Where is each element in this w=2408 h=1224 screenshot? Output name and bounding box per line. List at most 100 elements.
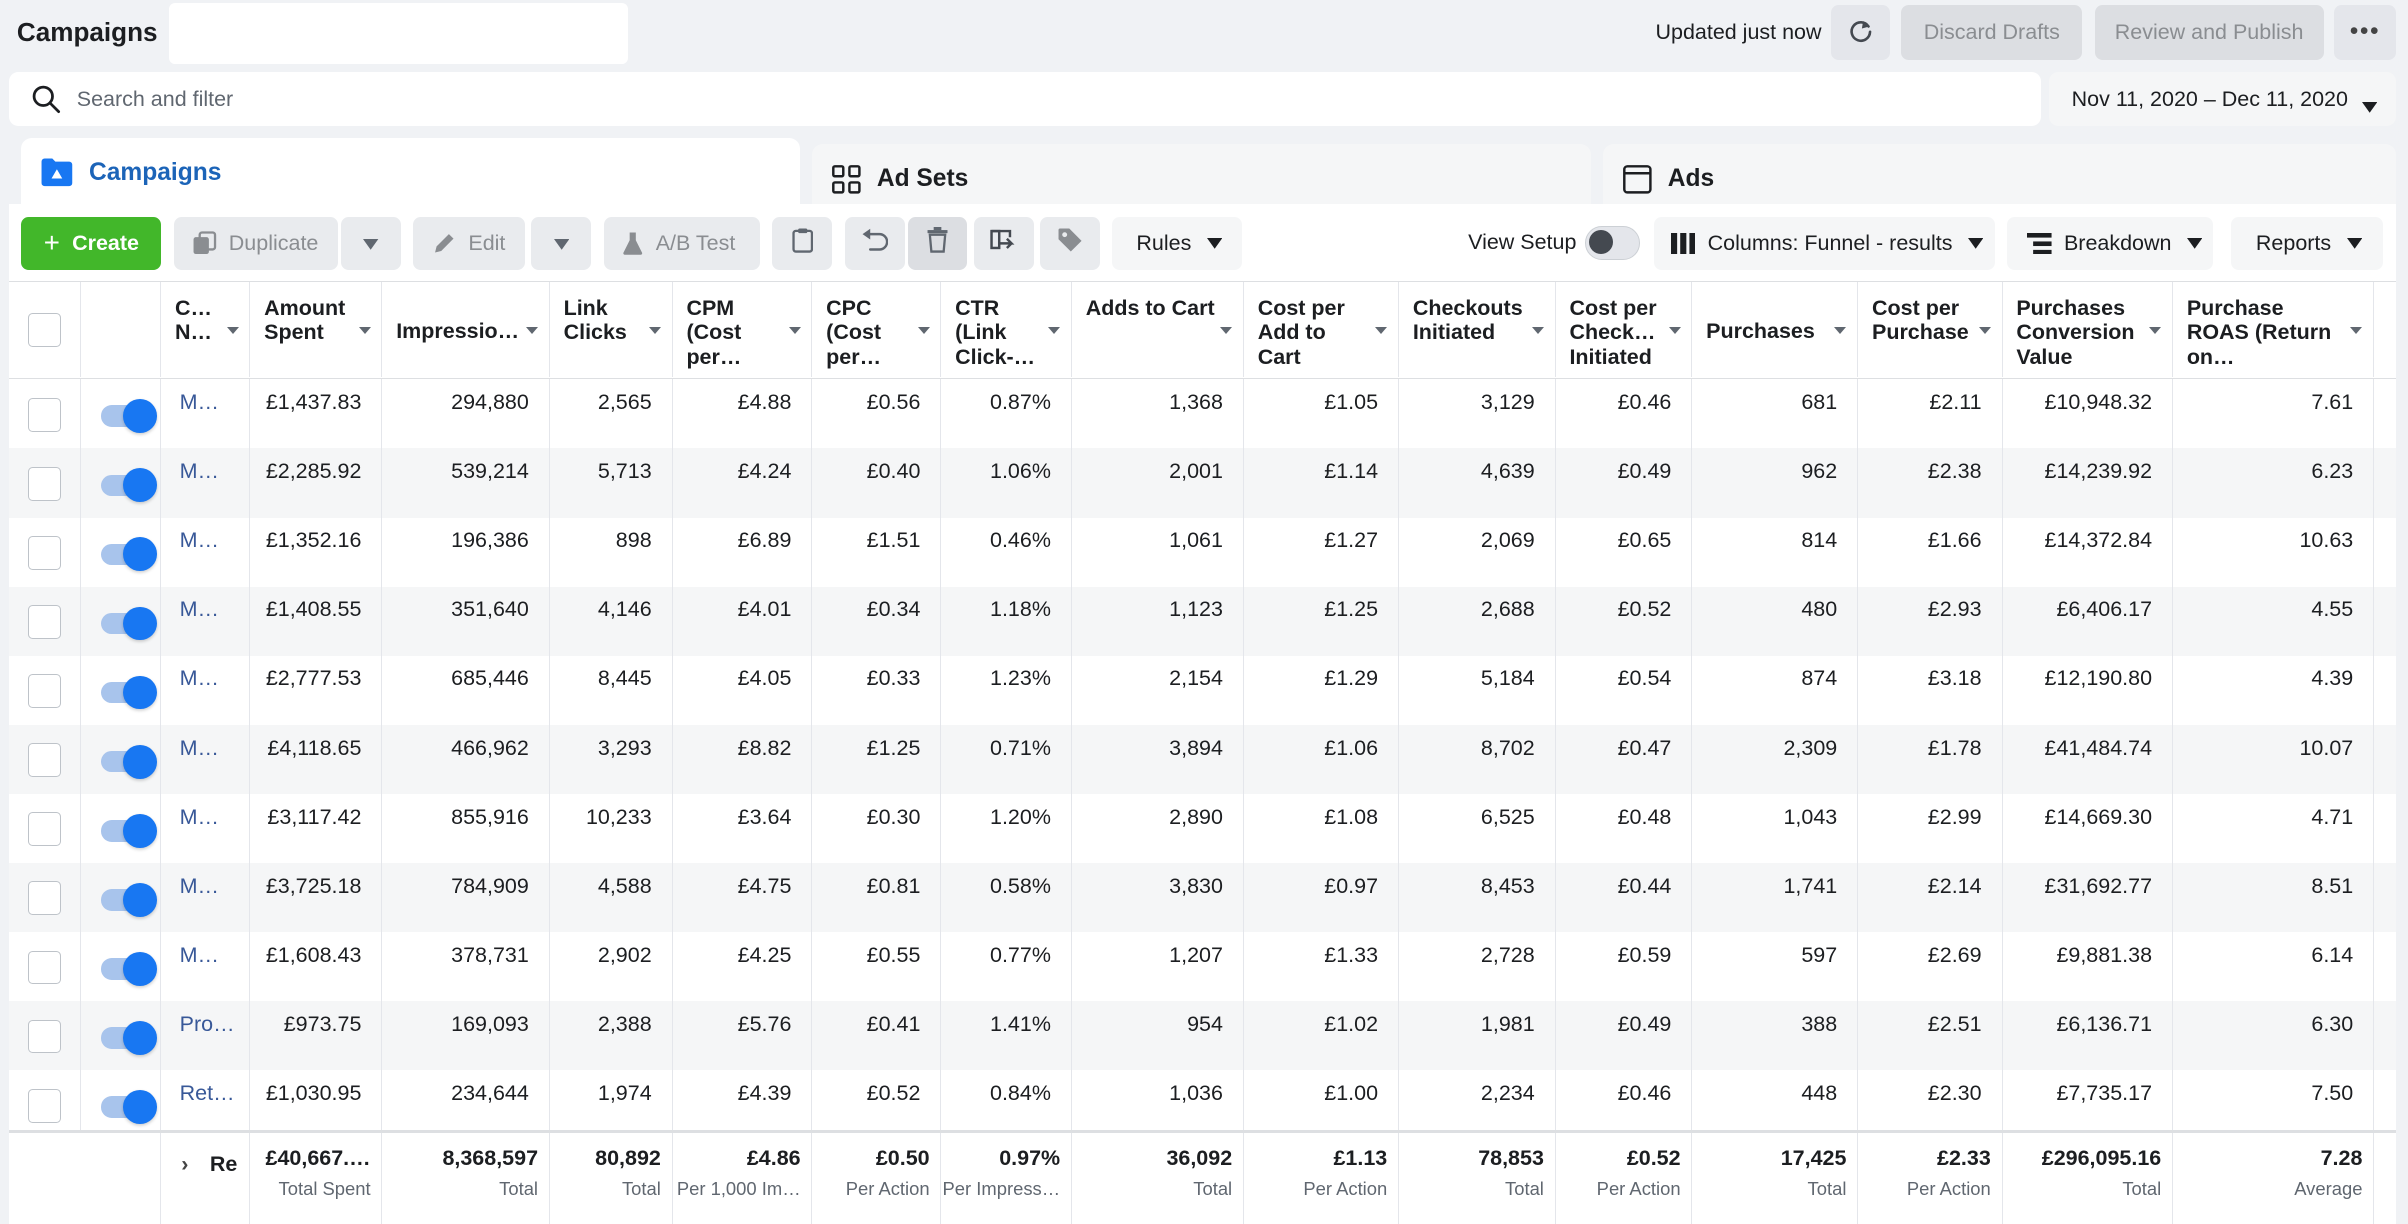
create-button[interactable]: + Create xyxy=(21,216,162,271)
edit-button[interactable]: Edit xyxy=(413,216,526,271)
title-edit-field[interactable] xyxy=(168,3,629,65)
purchases-value: 962 xyxy=(1692,448,1859,518)
campaign-status-toggle[interactable] xyxy=(101,1090,157,1125)
discard-drafts-button[interactable]: Discard Drafts xyxy=(1901,4,2083,60)
toggle-knob xyxy=(122,675,157,710)
sort-caret-icon[interactable] xyxy=(2350,326,2363,334)
columns-dropdown[interactable]: Columns: Funnel - results xyxy=(1653,216,1995,271)
column-header-label: Impressio… xyxy=(396,318,520,343)
column-header-link-clicks-column[interactable]: Link Clicks xyxy=(550,282,673,378)
column-header-cpm-column[interactable]: CPM (Cost per… xyxy=(673,282,813,378)
campaign-name-link[interactable]: M… xyxy=(161,655,251,725)
rules-dropdown[interactable]: Rules xyxy=(1111,216,1243,271)
row-checkbox[interactable] xyxy=(27,812,62,847)
campaign-name-link[interactable]: M… xyxy=(161,724,251,794)
column-header-adds-to-cart-column[interactable]: Adds to Cart xyxy=(1072,282,1244,378)
delete-button[interactable] xyxy=(907,216,968,271)
campaign-status-toggle[interactable] xyxy=(101,744,157,779)
checkouts-initiated-value: 5,184 xyxy=(1399,655,1556,725)
review-publish-button[interactable]: Review and Publish xyxy=(2094,4,2324,60)
sort-caret-icon[interactable] xyxy=(1668,326,1681,334)
campaign-status-toggle[interactable] xyxy=(101,537,157,572)
edit-dropdown-button[interactable] xyxy=(531,216,592,271)
tag-button[interactable] xyxy=(1039,216,1100,271)
ab-test-button[interactable]: A/B Test xyxy=(603,216,761,271)
link-clicks-value: 2,388 xyxy=(550,1001,673,1071)
column-header-purchase-roas-column[interactable]: Purchase ROAS (Return on… xyxy=(2173,282,2375,378)
duplicate-button[interactable]: Duplicate xyxy=(173,216,338,271)
column-header-cost-per-purchase-column[interactable]: Cost per Purchase xyxy=(1858,282,2003,378)
row-checkbox[interactable] xyxy=(27,397,62,432)
column-header-cost-per-checkout-column[interactable]: Cost per Check… Initiated xyxy=(1556,282,1693,378)
row-checkbox[interactable] xyxy=(27,605,62,639)
duplicate-dropdown-button[interactable] xyxy=(340,216,401,271)
campaign-name-link[interactable]: M… xyxy=(161,932,251,1002)
column-header-cost-per-add-to-cart-column[interactable]: Cost per Add to Cart xyxy=(1244,282,1399,378)
sort-caret-icon[interactable] xyxy=(226,326,239,334)
row-checkbox[interactable] xyxy=(27,1088,62,1123)
sort-caret-icon[interactable] xyxy=(788,326,801,334)
sort-caret-icon[interactable] xyxy=(526,326,539,334)
campaign-name-link[interactable]: Pro… xyxy=(161,1001,251,1071)
row-checkbox[interactable] xyxy=(27,535,62,570)
tab-campaigns[interactable]: Campaigns xyxy=(21,138,801,208)
campaign-status-toggle[interactable] xyxy=(101,952,157,986)
sort-caret-icon[interactable] xyxy=(2149,326,2162,334)
row-checkbox[interactable] xyxy=(27,1019,62,1054)
campaign-status-toggle[interactable] xyxy=(101,468,157,503)
campaign-status-toggle[interactable] xyxy=(101,813,157,848)
campaign-name-link[interactable]: M… xyxy=(161,793,251,864)
column-header-checkouts-initiated-column[interactable]: Checkouts Initiated xyxy=(1399,282,1556,378)
campaign-name-link[interactable]: M… xyxy=(161,517,251,587)
sort-caret-icon[interactable] xyxy=(917,326,930,334)
column-header-cpc-column[interactable]: CPC (Cost per… xyxy=(812,282,942,378)
date-range-picker[interactable]: Nov 11, 2020 – Dec 11, 2020 xyxy=(2048,72,2396,126)
column-header-purchases-conversion-value-column[interactable]: Purchases Conversion Value xyxy=(2003,282,2173,378)
sort-caret-icon[interactable] xyxy=(1834,326,1847,334)
clipboard-button[interactable] xyxy=(772,216,833,271)
column-header-campaign-name-column[interactable]: C… N… xyxy=(161,282,251,378)
tab-ad-sets[interactable]: Ad Sets xyxy=(812,144,1591,214)
row-checkbox[interactable] xyxy=(27,950,62,985)
reports-dropdown[interactable]: Reports xyxy=(2231,216,2384,271)
amount-spent-value: £2,777.53 xyxy=(250,655,383,725)
export-button[interactable] xyxy=(973,216,1034,271)
sort-caret-icon[interactable] xyxy=(648,326,661,334)
row-checkbox[interactable] xyxy=(27,674,62,708)
column-header-amount-spent-column[interactable]: Amount Spent xyxy=(250,282,383,378)
column-header-impressions-column[interactable]: Impressio… xyxy=(382,282,550,378)
search-input[interactable] xyxy=(76,72,1920,126)
campaign-name-link[interactable]: M… xyxy=(161,586,251,656)
undo-button[interactable] xyxy=(844,216,905,271)
row-checkbox[interactable] xyxy=(27,881,62,916)
select-all-checkbox[interactable] xyxy=(27,312,62,347)
campaign-name-link[interactable]: Ret… xyxy=(161,1070,251,1140)
campaign-name-link[interactable]: M… xyxy=(161,379,251,449)
page-title: Campaigns xyxy=(16,16,158,47)
refresh-button[interactable] xyxy=(1830,4,1891,60)
more-options-button[interactable]: ••• xyxy=(2334,4,2396,60)
campaign-status-toggle[interactable] xyxy=(101,1021,157,1055)
sort-caret-icon[interactable] xyxy=(1220,326,1233,334)
campaign-name-link[interactable]: M… xyxy=(161,863,251,933)
toggle-knob xyxy=(122,883,157,917)
row-checkbox[interactable] xyxy=(27,743,62,778)
campaign-status-toggle[interactable] xyxy=(101,675,157,710)
folder-icon xyxy=(40,157,74,188)
column-header-purchases-column[interactable]: Purchases xyxy=(1692,282,1859,378)
row-checkbox[interactable] xyxy=(27,466,62,501)
sort-caret-icon[interactable] xyxy=(358,326,371,334)
sort-caret-icon[interactable] xyxy=(1048,326,1061,334)
totals-expand[interactable]: › Re xyxy=(181,1152,237,1177)
sort-caret-icon[interactable] xyxy=(1531,326,1544,334)
sort-caret-icon[interactable] xyxy=(1978,326,1991,334)
view-setup-toggle[interactable] xyxy=(1584,225,1641,260)
breakdown-dropdown[interactable]: Breakdown xyxy=(2007,216,2213,271)
sort-caret-icon[interactable] xyxy=(1375,326,1388,334)
campaign-name-link[interactable]: M… xyxy=(161,448,251,518)
column-header-ctr-column[interactable]: CTR (Link Click-… xyxy=(941,282,1072,378)
campaign-status-toggle[interactable] xyxy=(101,606,157,641)
tab-ads[interactable]: Ads xyxy=(1603,144,2396,214)
campaign-status-toggle[interactable] xyxy=(101,883,157,917)
campaign-status-toggle[interactable] xyxy=(101,399,157,434)
